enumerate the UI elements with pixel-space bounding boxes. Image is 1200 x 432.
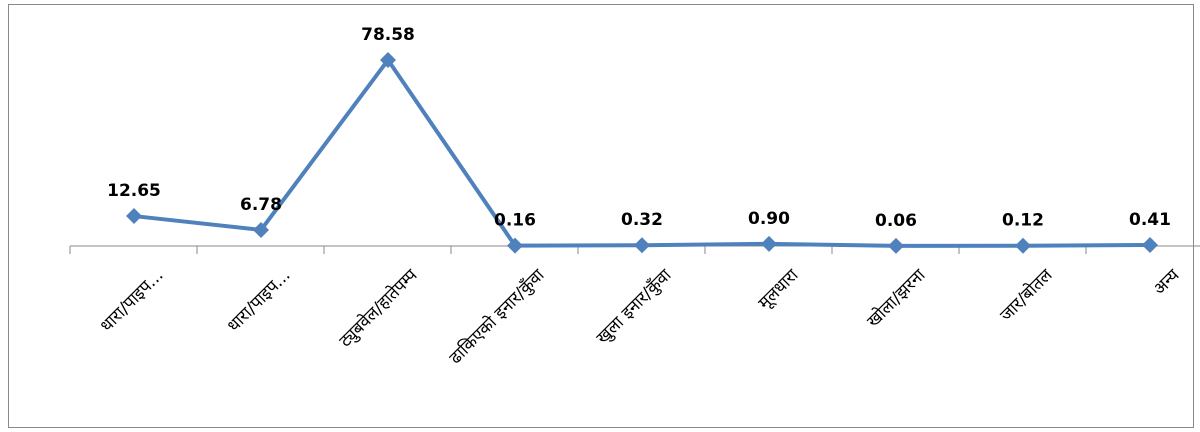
x-tick-label: ट्युबवेल/हातेपम्प bbox=[335, 264, 422, 351]
data-point-marker bbox=[888, 237, 904, 254]
data-point-marker bbox=[253, 221, 269, 238]
data-point-marker bbox=[634, 237, 650, 254]
data-point-marker bbox=[507, 237, 523, 254]
chart-frame bbox=[8, 4, 1194, 428]
data-point-marker bbox=[380, 52, 396, 68]
data-label: 0.90 bbox=[748, 209, 790, 229]
x-tick-label: खुला इनार/कुँवा bbox=[592, 264, 676, 348]
data-point-marker bbox=[1142, 237, 1158, 254]
data-label: 0.32 bbox=[621, 210, 663, 230]
data-label: 0.41 bbox=[1129, 210, 1171, 230]
x-tick-label: धारा/पाइप... bbox=[97, 265, 168, 336]
data-label: 6.78 bbox=[240, 195, 282, 215]
data-label: 12.65 bbox=[107, 181, 161, 201]
data-label: 0.06 bbox=[875, 211, 917, 231]
x-tick-label: धारा/पाइप... bbox=[224, 265, 295, 336]
x-tick-label: जार/बोतल bbox=[996, 264, 1057, 325]
x-tick-label: खोला/झरना bbox=[863, 264, 930, 331]
x-tick-label: ढाकिएको इनार/कुँवा bbox=[445, 264, 549, 368]
x-tick-label: मूलधारा bbox=[755, 265, 803, 313]
x-tick-label: अन्य bbox=[1150, 265, 1185, 300]
data-label: 78.58 bbox=[361, 25, 415, 45]
data-label: 0.16 bbox=[494, 211, 536, 231]
data-point-marker bbox=[1015, 237, 1031, 254]
data-point-marker bbox=[126, 208, 142, 225]
data-label: 0.12 bbox=[1002, 211, 1044, 231]
data-point-marker bbox=[761, 235, 777, 252]
